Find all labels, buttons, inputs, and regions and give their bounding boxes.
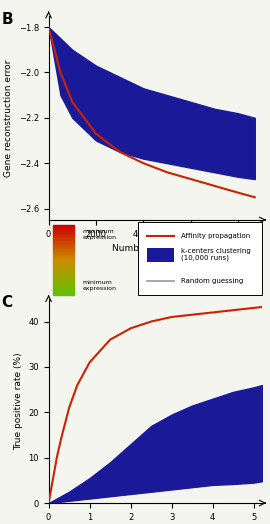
Bar: [53, 234, 74, 235]
Bar: [53, 249, 74, 250]
Bar: [53, 289, 74, 291]
Text: B: B: [2, 12, 13, 27]
Bar: [53, 287, 74, 288]
Bar: [53, 239, 74, 241]
Bar: [53, 284, 74, 285]
Bar: [53, 244, 74, 245]
FancyBboxPatch shape: [138, 222, 262, 295]
Bar: [53, 291, 74, 292]
Bar: [53, 255, 74, 256]
Bar: [53, 267, 74, 268]
Y-axis label: Gene reconstruction error: Gene reconstruction error: [4, 59, 13, 177]
Bar: [53, 235, 74, 236]
Bar: [53, 293, 74, 295]
Bar: [53, 236, 74, 238]
Text: C: C: [2, 294, 13, 310]
Bar: [53, 260, 74, 261]
Bar: [53, 278, 74, 280]
Bar: [53, 281, 74, 282]
Bar: [53, 230, 74, 231]
Bar: [53, 246, 74, 248]
Bar: [53, 261, 74, 263]
Bar: [53, 268, 74, 270]
Bar: [53, 256, 74, 257]
Bar: [53, 274, 74, 276]
Bar: [53, 227, 74, 228]
Bar: [53, 264, 74, 266]
Y-axis label: True positive rate (%): True positive rate (%): [14, 352, 23, 450]
Text: maximum
expression: maximum expression: [83, 230, 117, 240]
Bar: [53, 280, 74, 281]
Bar: [53, 242, 74, 244]
Bar: [53, 277, 74, 278]
Bar: [53, 263, 74, 264]
Text: k-centers clustering
(10,000 runs): k-centers clustering (10,000 runs): [181, 248, 251, 261]
Bar: [53, 248, 74, 249]
Bar: [53, 245, 74, 246]
Bar: [53, 266, 74, 267]
Bar: [53, 288, 74, 289]
Bar: [53, 271, 74, 272]
Bar: [53, 225, 74, 227]
Text: Random guessing: Random guessing: [181, 278, 243, 283]
Bar: [53, 292, 74, 293]
Bar: [53, 282, 74, 284]
Bar: [53, 285, 74, 287]
Bar: [53, 252, 74, 253]
Bar: [53, 241, 74, 242]
Bar: [53, 272, 74, 274]
Bar: [53, 259, 74, 260]
Bar: [53, 233, 74, 234]
Bar: [53, 250, 74, 252]
Bar: [53, 276, 74, 277]
Bar: [53, 231, 74, 233]
Text: minimum
expression: minimum expression: [83, 280, 117, 291]
Bar: [53, 270, 74, 271]
Bar: [53, 228, 74, 230]
Bar: [53, 238, 74, 239]
Bar: [53, 253, 74, 255]
Bar: [53, 257, 74, 259]
X-axis label: Number of clusters: Number of clusters: [112, 244, 198, 253]
Text: Affinity propagation: Affinity propagation: [181, 233, 250, 239]
